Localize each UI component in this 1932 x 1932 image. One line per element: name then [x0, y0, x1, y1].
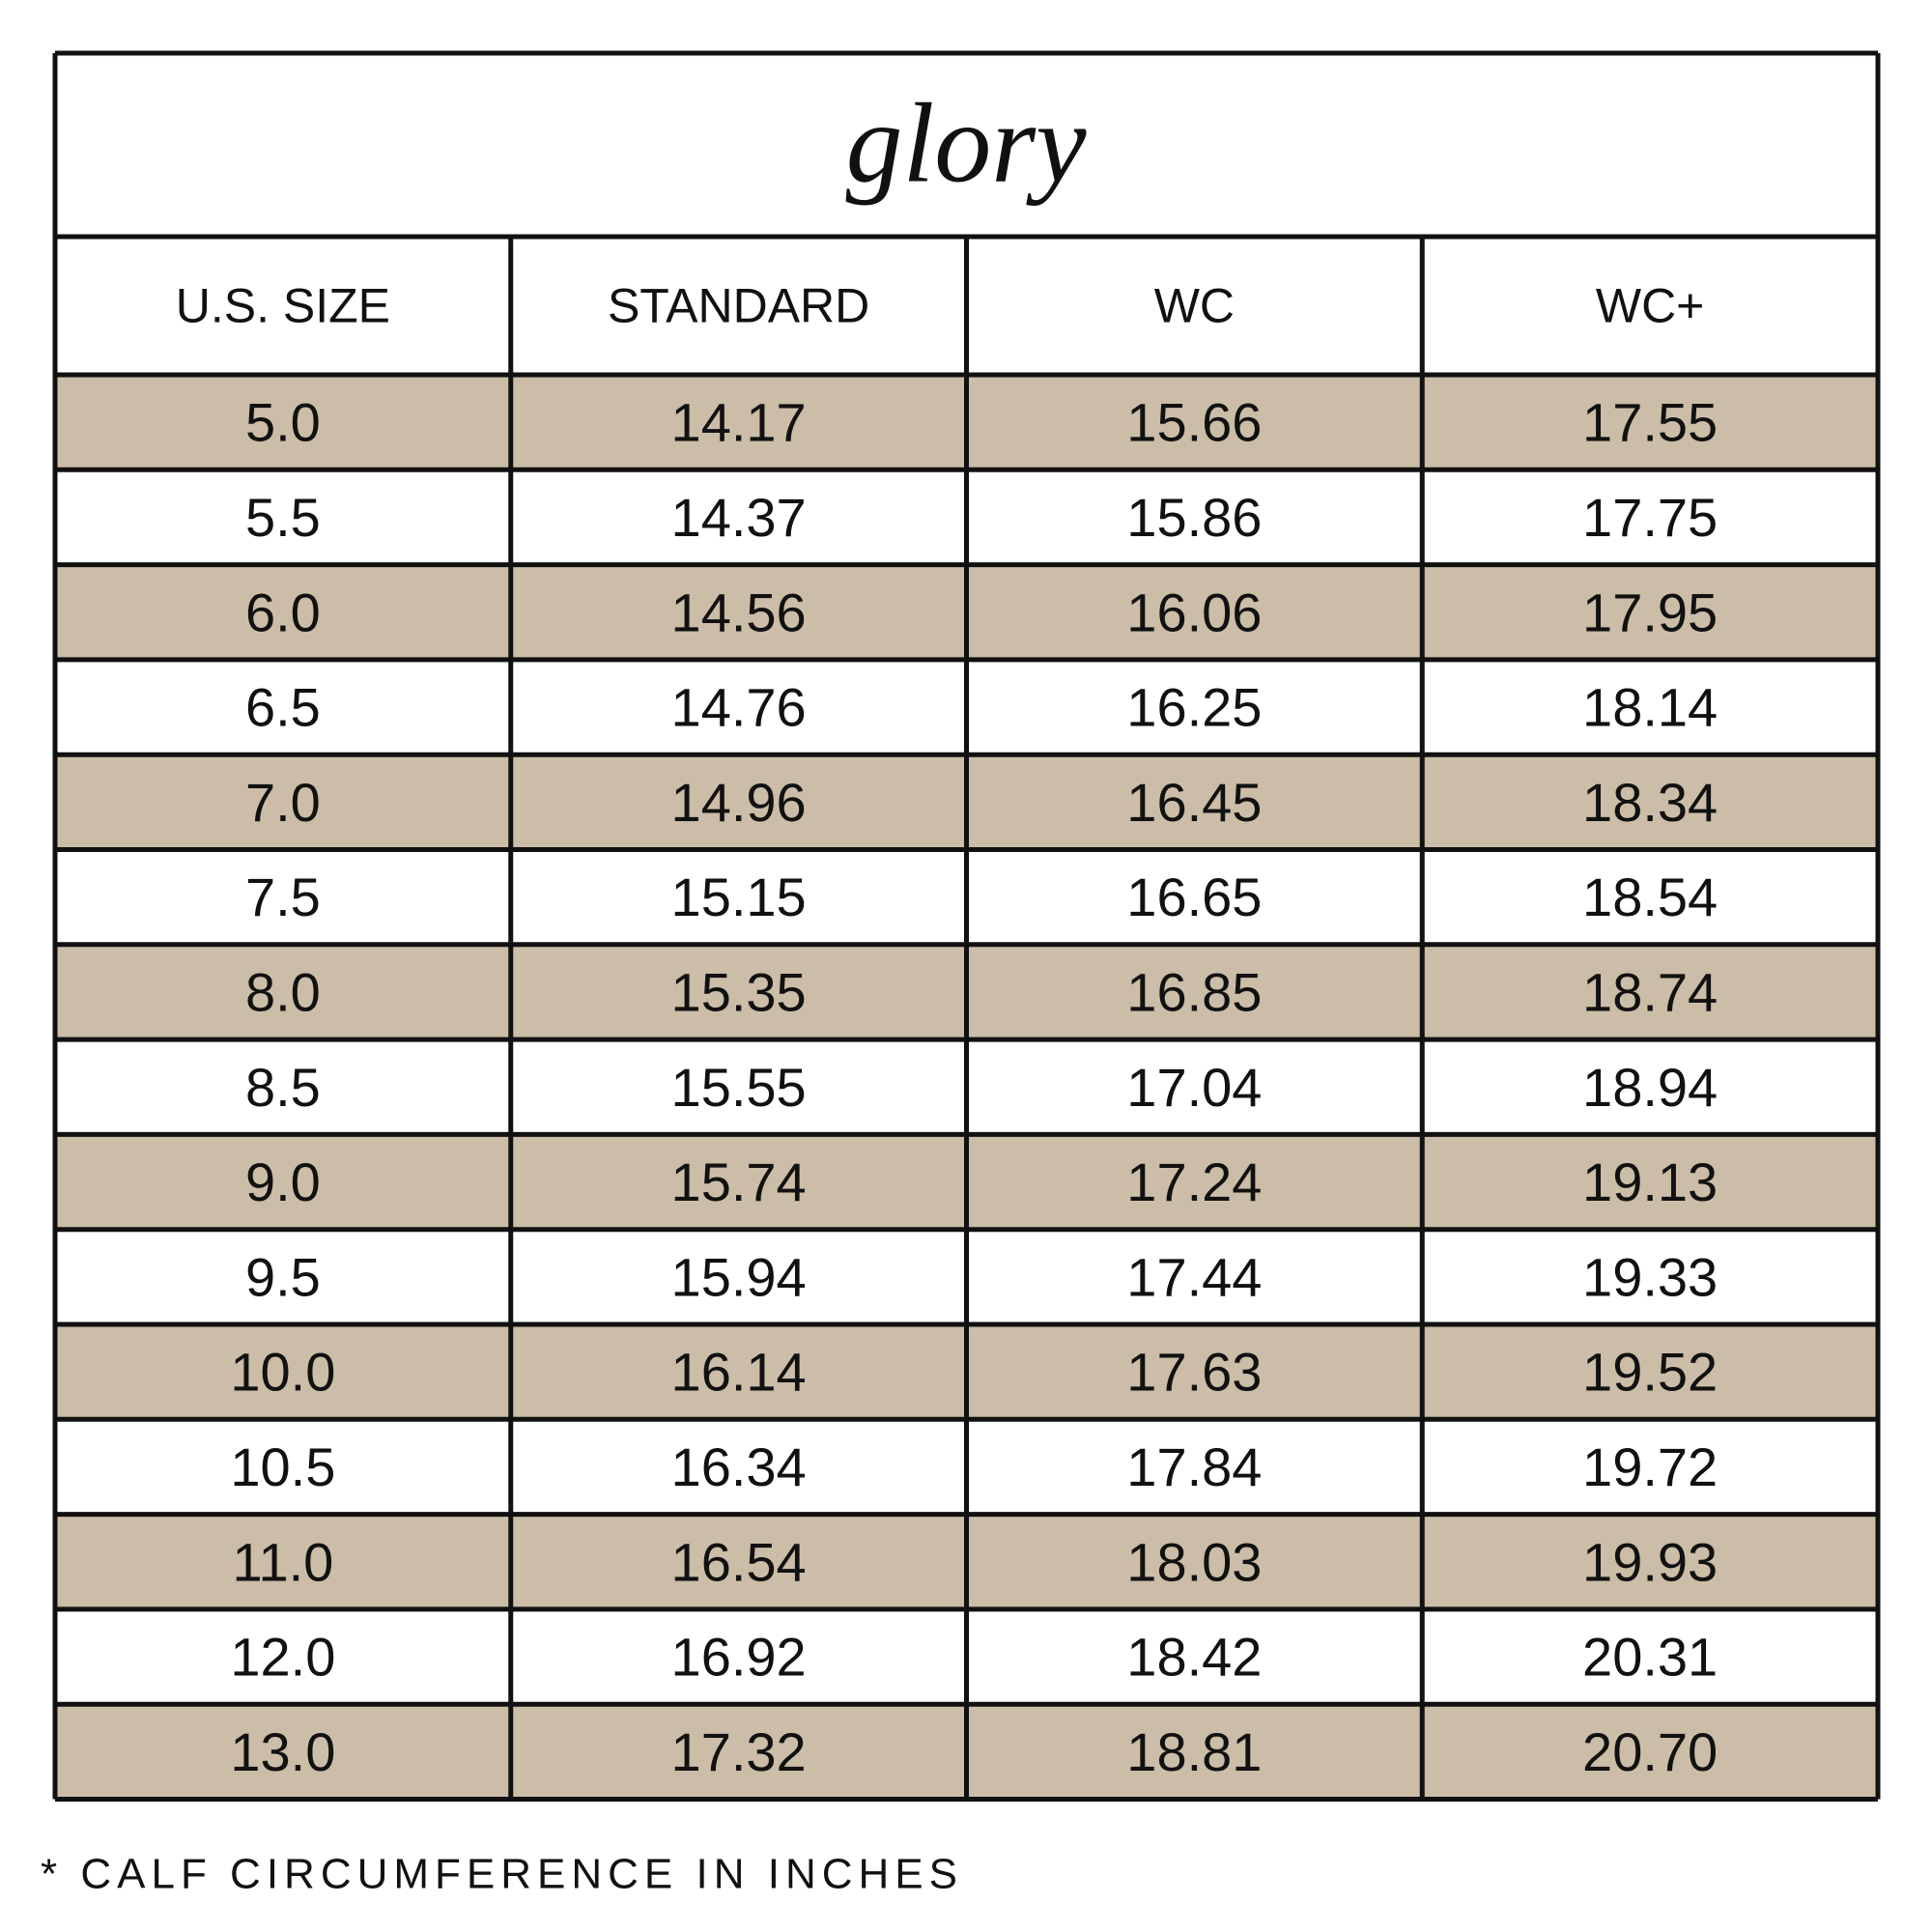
cell: 19.52 — [1582, 1342, 1718, 1403]
cell: 19.93 — [1582, 1531, 1718, 1592]
cell: 15.35 — [671, 961, 807, 1022]
cell: 16.54 — [671, 1531, 807, 1592]
cell: 18.81 — [1126, 1721, 1262, 1782]
cell: 18.03 — [1126, 1531, 1262, 1592]
cell: 16.92 — [671, 1627, 807, 1688]
cell: 14.56 — [671, 582, 807, 642]
cell: 17.75 — [1582, 487, 1718, 548]
cell: 8.5 — [245, 1057, 321, 1118]
cell: 16.45 — [1126, 772, 1262, 833]
cell: 16.14 — [671, 1342, 807, 1403]
column-header: WC — [1154, 279, 1235, 333]
cell: 15.74 — [671, 1151, 807, 1212]
cell: 17.55 — [1582, 392, 1718, 453]
title: glory — [845, 80, 1087, 207]
cell: 7.5 — [245, 867, 321, 927]
cell: 17.32 — [671, 1721, 807, 1782]
cell: 13.0 — [230, 1721, 335, 1782]
cell: 18.42 — [1126, 1627, 1262, 1688]
cell: 16.06 — [1126, 582, 1262, 642]
cell: 19.72 — [1582, 1436, 1718, 1497]
column-header: U.S. SIZE — [176, 279, 390, 333]
cell: 14.37 — [671, 487, 807, 548]
cell: 20.31 — [1582, 1627, 1718, 1688]
cell: 5.5 — [245, 487, 321, 548]
cell: 9.5 — [245, 1246, 321, 1307]
cell: 18.94 — [1582, 1057, 1718, 1118]
cell: 20.70 — [1582, 1721, 1718, 1782]
cell: 14.76 — [671, 677, 807, 738]
cell: 17.44 — [1126, 1246, 1262, 1307]
cell: 15.94 — [671, 1246, 807, 1307]
cell: 9.0 — [245, 1151, 321, 1212]
cell: 17.24 — [1126, 1151, 1262, 1212]
cell: 14.96 — [671, 772, 807, 833]
cell: 19.33 — [1582, 1246, 1718, 1307]
cell: 16.65 — [1126, 867, 1262, 927]
cell: 16.85 — [1126, 961, 1262, 1022]
cell: 18.14 — [1582, 677, 1718, 738]
cell: 16.25 — [1126, 677, 1262, 738]
cell: 15.86 — [1126, 487, 1262, 548]
cell: 12.0 — [230, 1627, 335, 1688]
cell: 10.5 — [230, 1436, 335, 1497]
cell: 11.0 — [232, 1531, 333, 1592]
cell: 19.13 — [1582, 1151, 1718, 1212]
cell: 6.5 — [245, 677, 321, 738]
cell: 16.34 — [671, 1436, 807, 1497]
footnote: * CALF CIRCUMFERENCE IN INCHES — [41, 1851, 963, 1898]
cell: 18.54 — [1582, 867, 1718, 927]
cell: 15.55 — [671, 1057, 807, 1118]
cell: 8.0 — [245, 961, 321, 1022]
column-header: WC+ — [1596, 279, 1705, 333]
cell: 14.17 — [671, 392, 807, 453]
cell: 6.0 — [245, 582, 321, 642]
column-header: STANDARD — [608, 279, 869, 333]
cell: 10.0 — [230, 1342, 335, 1403]
cell: 5.0 — [245, 392, 321, 453]
cell: 17.84 — [1126, 1436, 1262, 1497]
cell: 18.74 — [1582, 961, 1718, 1022]
cell: 17.04 — [1126, 1057, 1262, 1118]
cell: 7.0 — [245, 772, 321, 833]
cell: 18.34 — [1582, 772, 1718, 833]
cell: 17.63 — [1126, 1342, 1262, 1403]
cell: 15.66 — [1126, 392, 1262, 453]
cell: 17.95 — [1582, 582, 1718, 642]
cell: 15.15 — [671, 867, 807, 927]
